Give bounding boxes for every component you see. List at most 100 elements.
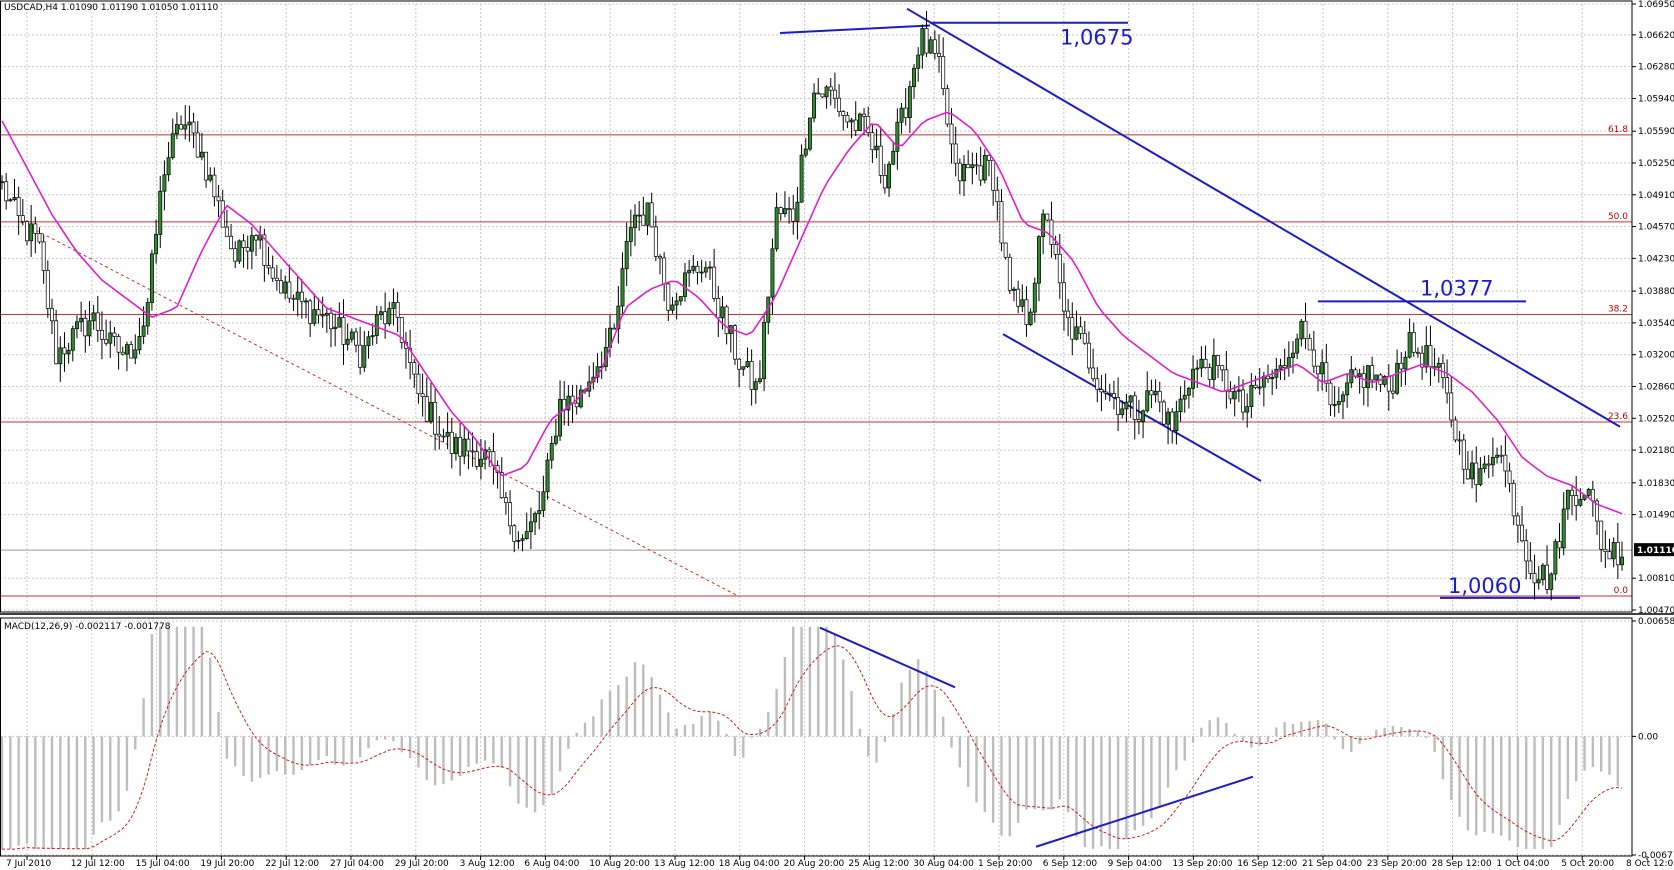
candle <box>1478 457 1483 487</box>
candle <box>441 428 446 443</box>
histogram-bar <box>225 736 229 759</box>
histogram-bar <box>1599 736 1603 772</box>
candle <box>1253 375 1258 390</box>
candle <box>737 357 742 388</box>
price-annotation: 1,0060 <box>1448 574 1521 598</box>
candle <box>29 204 34 257</box>
candle <box>1511 479 1516 526</box>
candle <box>620 252 625 315</box>
histogram-bar <box>617 685 620 737</box>
histogram-bar <box>1441 736 1445 780</box>
candle <box>95 295 100 342</box>
candle <box>1370 356 1375 389</box>
candle <box>1495 447 1500 464</box>
candle <box>1082 320 1087 345</box>
candle <box>537 491 542 530</box>
price-tick-label: 1.02860 <box>1638 382 1674 392</box>
histogram-bar <box>1341 736 1345 750</box>
candle <box>857 112 862 132</box>
histogram-bar <box>1466 736 1470 831</box>
candle <box>428 382 433 424</box>
candle <box>249 227 254 270</box>
histogram-bar <box>375 736 379 741</box>
time-tick-label: 19 Jul 20:00 <box>200 859 254 869</box>
histogram-bar <box>1383 727 1386 737</box>
histogram-bar <box>883 736 887 742</box>
candle <box>1107 383 1112 402</box>
candle <box>270 255 275 282</box>
candle <box>1453 416 1458 443</box>
histogram-bar <box>442 736 445 785</box>
price-tick-label: 1.01830 <box>1638 479 1674 489</box>
histogram-bar <box>1116 736 1120 850</box>
histogram-bar <box>592 716 595 737</box>
histogram-bar <box>941 716 945 737</box>
candle <box>670 296 675 314</box>
candle <box>762 312 767 391</box>
candle <box>1153 379 1158 403</box>
time-tick-label: 28 Sep 12:00 <box>1432 859 1492 869</box>
candle <box>41 234 46 284</box>
candle <box>266 246 271 275</box>
candle <box>1012 286 1016 302</box>
histogram-bar <box>1475 736 1478 836</box>
last-price-tag <box>1634 543 1674 557</box>
candle <box>1607 538 1612 560</box>
candle <box>433 388 438 451</box>
macd-histogram <box>0 626 1620 850</box>
time-tick-label: 13 Aug 12:00 <box>654 859 715 869</box>
histogram-bar <box>1158 736 1161 808</box>
candle <box>924 10 929 58</box>
histogram-bar <box>1000 736 1003 836</box>
candle <box>1399 352 1404 387</box>
histogram-bar <box>1200 727 1203 737</box>
candle <box>1191 355 1196 398</box>
time-tick-label: 7 Jul 2010 <box>6 859 51 869</box>
histogram-bar <box>1333 736 1336 740</box>
histogram-bar <box>400 736 403 753</box>
histogram-bar <box>25 736 29 844</box>
candle <box>1207 363 1212 388</box>
candle <box>245 235 250 270</box>
histogram-bar <box>333 736 337 765</box>
candle <box>208 167 213 183</box>
candle <box>333 313 338 347</box>
candle <box>383 292 388 339</box>
histogram-bar <box>1250 736 1253 748</box>
histogram-bar <box>850 690 853 737</box>
price-axis: 1.06950 1.06620 1.06280 1.05940 1.05590 1.052… <box>1632 0 1674 616</box>
time-tick-label: 12 Jul 12:00 <box>71 859 125 869</box>
histogram-bar <box>50 736 54 850</box>
histogram-bar <box>1366 736 1370 738</box>
candle <box>687 260 692 287</box>
candle <box>658 254 662 275</box>
histogram-bar <box>1583 736 1586 771</box>
time-tick-label: 30 Aug 04:00 <box>913 859 974 869</box>
histogram-bar <box>350 736 354 764</box>
price-tick-label: 1.02180 <box>1638 446 1674 456</box>
candle <box>1336 386 1341 414</box>
candle <box>553 418 558 446</box>
candle <box>1062 262 1066 331</box>
histogram-bar <box>458 736 462 777</box>
histogram-bar <box>1175 736 1178 771</box>
candle <box>224 209 229 237</box>
price-tick-label: 1.00810 <box>1638 574 1674 584</box>
candle <box>1528 542 1533 580</box>
candle <box>499 457 504 499</box>
candle <box>1066 298 1071 337</box>
histogram-bar <box>1191 736 1195 743</box>
histogram-bar <box>267 736 270 775</box>
histogram-bar <box>1141 736 1145 826</box>
candle <box>816 77 821 95</box>
candle <box>824 85 829 109</box>
time-tick-label: 1 Sep 20:00 <box>978 859 1033 869</box>
candle <box>1232 384 1237 417</box>
candles <box>0 10 1624 601</box>
candle <box>474 440 479 470</box>
histogram-bar <box>92 736 95 835</box>
channel-lower-line <box>1002 333 1262 482</box>
histogram-bar <box>892 713 895 737</box>
histogram-bar <box>916 659 920 737</box>
macd-divergence-line <box>1035 775 1254 848</box>
